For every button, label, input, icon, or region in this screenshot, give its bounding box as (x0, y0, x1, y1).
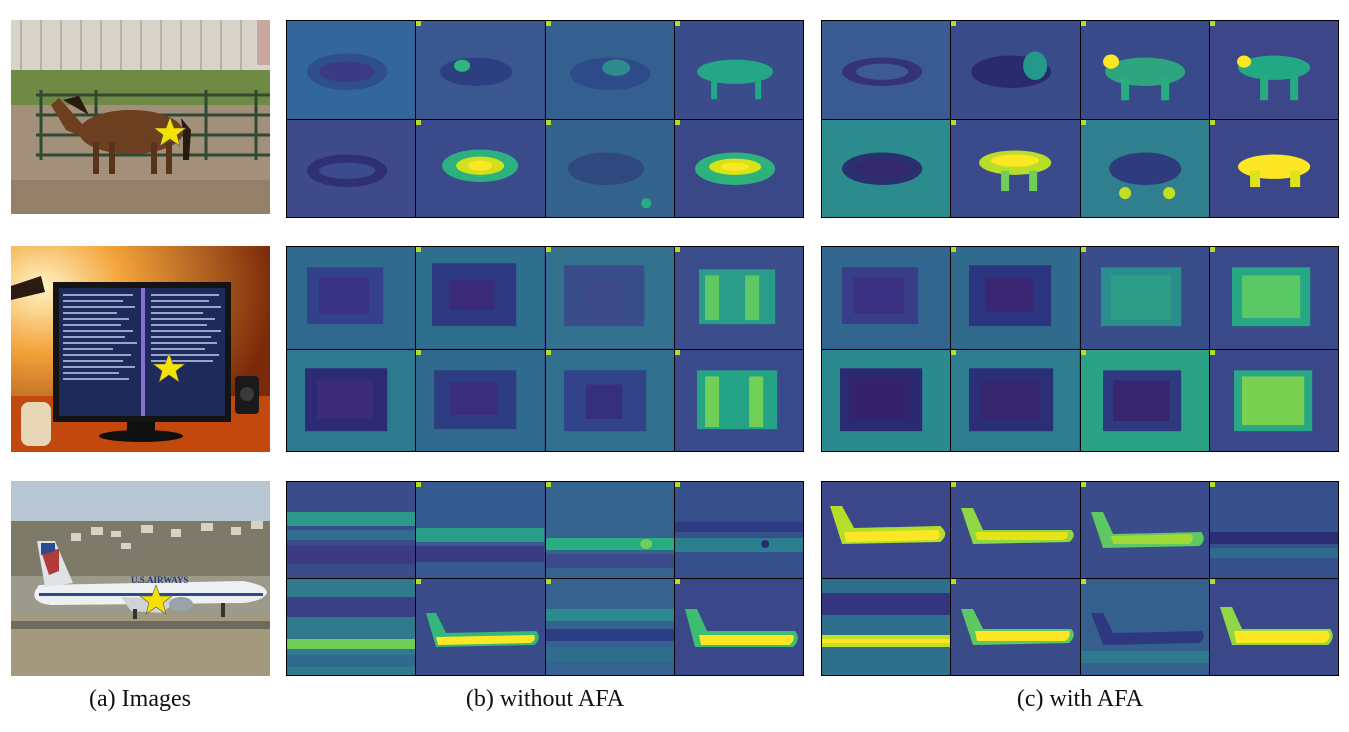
caption-with-afa: (c) with AFA (1016, 686, 1144, 712)
map-grid-without-afa-row2 (286, 246, 804, 452)
feature-map (287, 482, 416, 578)
feature-map (1209, 349, 1338, 451)
feature-map (1080, 247, 1209, 349)
map-grid-without-afa-row1 (286, 20, 804, 218)
feature-map (416, 119, 545, 217)
feature-map (674, 21, 803, 119)
airplane-photo: U.S.AIRWAYS (11, 481, 270, 676)
feature-map (674, 119, 803, 217)
feature-map (674, 247, 803, 349)
feature-map (1080, 579, 1209, 675)
feature-map (674, 482, 803, 578)
horse-photo (11, 20, 270, 214)
feature-map (951, 119, 1080, 217)
feature-map (416, 21, 545, 119)
feature-map (287, 349, 416, 451)
feature-map (287, 579, 416, 675)
feature-map (1209, 579, 1338, 675)
feature-map (1209, 247, 1338, 349)
feature-map (545, 119, 674, 217)
feature-map (1080, 119, 1209, 217)
feature-map (1080, 349, 1209, 451)
feature-map (1209, 21, 1338, 119)
feature-map (951, 247, 1080, 349)
caption-images: (a) Images (89, 686, 191, 712)
map-grid-with-afa-row1 (821, 20, 1339, 218)
star-icon (153, 116, 187, 147)
feature-map (545, 579, 674, 675)
feature-map (674, 349, 803, 451)
feature-map (951, 349, 1080, 451)
feature-map (1209, 119, 1338, 217)
feature-map (287, 21, 416, 119)
caption-without-afa: (b) without AFA (465, 686, 625, 712)
feature-map (822, 21, 951, 119)
feature-map (416, 247, 545, 349)
feature-map (287, 247, 416, 349)
feature-map (951, 21, 1080, 119)
feature-map (416, 579, 545, 675)
feature-map (1209, 482, 1338, 578)
feature-map (1080, 21, 1209, 119)
map-grid-with-afa-row2 (821, 246, 1339, 452)
feature-map (416, 349, 545, 451)
feature-map (822, 482, 951, 578)
monitor-photo (11, 246, 270, 452)
feature-map (822, 349, 951, 451)
feature-map (545, 21, 674, 119)
feature-map (822, 579, 951, 675)
map-grid-with-afa-row3 (821, 481, 1339, 676)
feature-map (545, 247, 674, 349)
feature-map (674, 579, 803, 675)
feature-map (951, 579, 1080, 675)
feature-map (951, 482, 1080, 578)
feature-map (545, 349, 674, 451)
feature-map (1080, 482, 1209, 578)
feature-map (287, 119, 416, 217)
map-grid-without-afa-row3 (286, 481, 804, 676)
feature-map (822, 119, 951, 217)
feature-map (822, 247, 951, 349)
feature-map (545, 482, 674, 578)
feature-map (416, 482, 545, 578)
star-icon (139, 584, 173, 615)
airline-livery-text: U.S.AIRWAYS (131, 575, 188, 585)
star-icon (152, 352, 186, 383)
